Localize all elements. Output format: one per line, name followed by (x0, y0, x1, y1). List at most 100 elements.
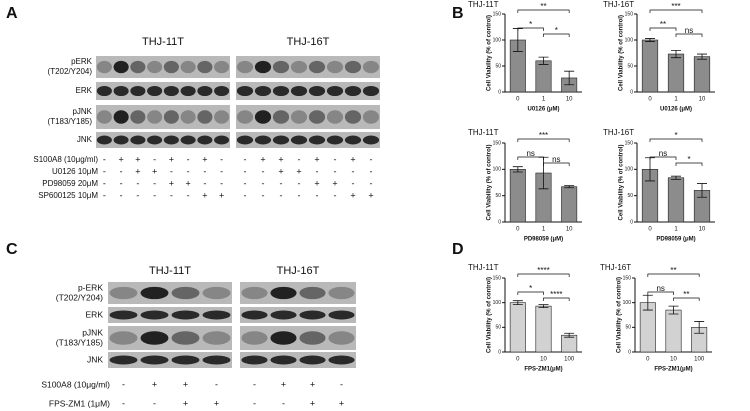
treatment-sign: - (122, 379, 125, 389)
blot-band (147, 135, 163, 145)
blot-band (140, 286, 169, 300)
treatment-sign: - (153, 154, 156, 164)
y-tick-label: 50 (625, 325, 631, 331)
blot-strip (108, 307, 232, 323)
y-tick-label: 0 (630, 89, 633, 95)
x-tick-label: 0 (648, 97, 652, 103)
error-bar (697, 183, 707, 198)
bar (509, 169, 526, 223)
blot-band (197, 135, 213, 145)
y-axis-label: Cell Viability (% of control) (617, 277, 623, 353)
significance-label: *** (671, 2, 680, 11)
blot-band (328, 286, 355, 300)
significance-label: * (687, 155, 690, 164)
treatment-sign: + (310, 379, 315, 389)
y-tick-label: 50 (495, 193, 501, 199)
blot-band (109, 310, 138, 320)
blot-band (96, 60, 112, 74)
y-tick-label: 100 (623, 300, 632, 306)
cell-line-label: THJ-16T (277, 265, 320, 277)
treatment-sign: + (332, 178, 337, 188)
blot-band (180, 60, 196, 74)
significance-bracket (517, 27, 544, 31)
treatment-sign: - (153, 398, 156, 408)
treatment-sign: - (103, 178, 106, 188)
significance-bracket (649, 138, 703, 142)
y-tick-label: 0 (498, 89, 501, 95)
treatment-sign: - (103, 190, 106, 200)
treatment-sign: - (103, 154, 106, 164)
x-axis-label: PD98059 (μM) (656, 237, 695, 243)
blot-strip (96, 132, 230, 148)
treatment-sign: - (298, 154, 301, 164)
blot-band (171, 331, 200, 345)
blot-band (214, 85, 230, 97)
y-tick-label: 100 (493, 167, 502, 173)
significance-bracket (543, 33, 570, 37)
blot-strip (108, 282, 232, 304)
blot-band (140, 310, 169, 320)
blot-strip (236, 82, 380, 100)
error-bar (564, 185, 575, 189)
chart-title: THJ-11T (468, 0, 499, 9)
significance-label: * (555, 26, 558, 35)
y-tick-label: 150 (493, 11, 502, 17)
treatment-sign: - (187, 166, 190, 176)
blot-band (299, 310, 326, 320)
treatment-sign: - (253, 379, 256, 389)
significance-label: ns (552, 155, 560, 164)
blot-band (197, 60, 213, 74)
blot-band (362, 135, 380, 145)
blot-strip (236, 132, 380, 148)
blot-band (171, 286, 200, 300)
cell-line-label: THJ-11T (149, 265, 191, 277)
blot-band (197, 110, 213, 124)
y-tick-label: 150 (623, 275, 632, 281)
blot-band (236, 60, 254, 74)
blot-band (290, 135, 308, 145)
bar (641, 39, 659, 93)
blot-band (202, 310, 231, 320)
significance-label: **** (537, 266, 549, 275)
significance-bracket (517, 138, 570, 142)
blot-band (308, 85, 326, 97)
treatment-sign: - (334, 190, 337, 200)
treatment-sign: - (370, 166, 373, 176)
error-bar (512, 300, 523, 306)
row-label: p-ERK (78, 282, 103, 292)
treatment-sign: - (262, 190, 265, 200)
y-tick-label: 0 (498, 349, 501, 355)
treatment-sign: - (244, 154, 247, 164)
treatment-sign: - (215, 379, 218, 389)
blot-band (270, 355, 297, 365)
treatment-sign: - (203, 166, 206, 176)
treatment-sign: + (368, 190, 373, 200)
chart-title: THJ-16T (600, 263, 631, 272)
blot-band (171, 355, 200, 365)
bar (667, 53, 685, 93)
treatment-label: PD98059 20μM (42, 179, 98, 188)
significance-label: * (674, 131, 677, 140)
error-bar (538, 304, 549, 308)
blot-band (344, 110, 362, 124)
error-bar (512, 166, 523, 173)
treatment-sign: + (152, 166, 157, 176)
blot-band (147, 60, 163, 74)
treatment-sign: + (278, 166, 283, 176)
blot-band (113, 85, 129, 97)
blot-band (272, 60, 290, 74)
row-label: ERK (76, 86, 93, 95)
bar (535, 60, 552, 93)
treatment-sign: + (169, 178, 174, 188)
blot-band (202, 355, 231, 365)
treatment-sign: - (262, 178, 265, 188)
x-tick-label: 0 (516, 97, 520, 103)
treatment-sign: - (120, 178, 123, 188)
treatment-sign: - (187, 154, 190, 164)
significance-label: ns (526, 149, 534, 158)
treatment-sign: - (280, 190, 283, 200)
treatment-label: S100A8 (10μg/ml) (33, 155, 98, 164)
blot-band (96, 110, 112, 124)
blot-strip (240, 326, 356, 350)
